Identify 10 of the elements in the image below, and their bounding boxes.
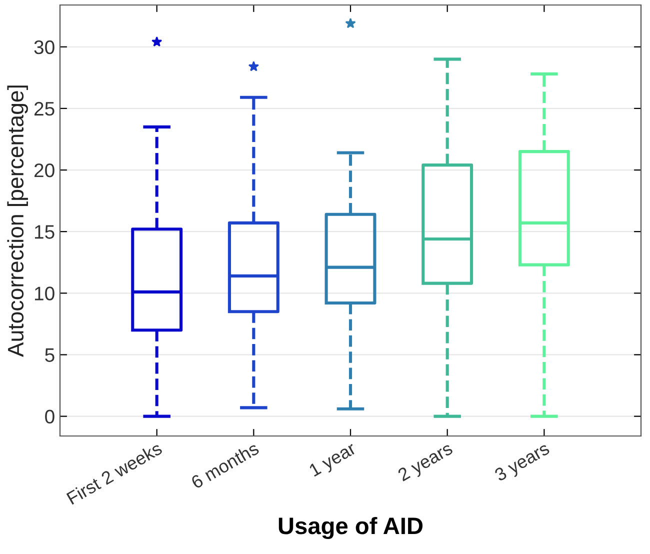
x-axis-title: Usage of AID (278, 516, 423, 540)
y-tick-label: 5 (45, 348, 54, 362)
y-axis-title: Autocorrection [percentage] (7, 86, 28, 357)
y-tick-label: 15 (34, 225, 54, 239)
y-tick-label: 10 (34, 286, 54, 300)
y-tick-label: 30 (34, 40, 54, 54)
y-tick-label: 20 (34, 163, 54, 178)
x-tick-label: 1 year (308, 442, 359, 480)
y-tick-label: 25 (34, 102, 54, 116)
y-tick-label: 0 (45, 410, 54, 424)
